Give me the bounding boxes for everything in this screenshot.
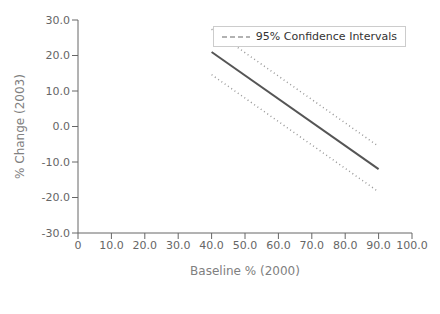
svg-text:10.0: 10.0 xyxy=(99,239,124,252)
svg-text:50.0: 50.0 xyxy=(233,239,258,252)
svg-text:-10.0: -10.0 xyxy=(42,156,70,169)
svg-text:20.0: 20.0 xyxy=(46,49,71,62)
svg-text:Baseline % (2000): Baseline % (2000) xyxy=(190,264,300,278)
svg-text:70.0: 70.0 xyxy=(300,239,325,252)
svg-text:10.0: 10.0 xyxy=(46,85,71,98)
svg-text:60.0: 60.0 xyxy=(266,239,291,252)
svg-text:80.0: 80.0 xyxy=(333,239,358,252)
svg-text:90.0: 90.0 xyxy=(366,239,391,252)
svg-text:% Change (2003): % Change (2003) xyxy=(13,74,27,179)
svg-text:30.0: 30.0 xyxy=(46,14,71,27)
svg-text:-20.0: -20.0 xyxy=(42,191,70,204)
svg-text:100.0: 100.0 xyxy=(396,239,428,252)
svg-text:40.0: 40.0 xyxy=(199,239,224,252)
svg-text:20.0: 20.0 xyxy=(133,239,158,252)
svg-text:0: 0 xyxy=(75,239,82,252)
html-text:95% Confidence Intervals: 95% Confidence Intervals xyxy=(255,30,397,43)
svg-text:30.0: 30.0 xyxy=(166,239,191,252)
svg-text:-30.0: -30.0 xyxy=(42,227,70,240)
svg-text:0.0: 0.0 xyxy=(53,120,71,133)
